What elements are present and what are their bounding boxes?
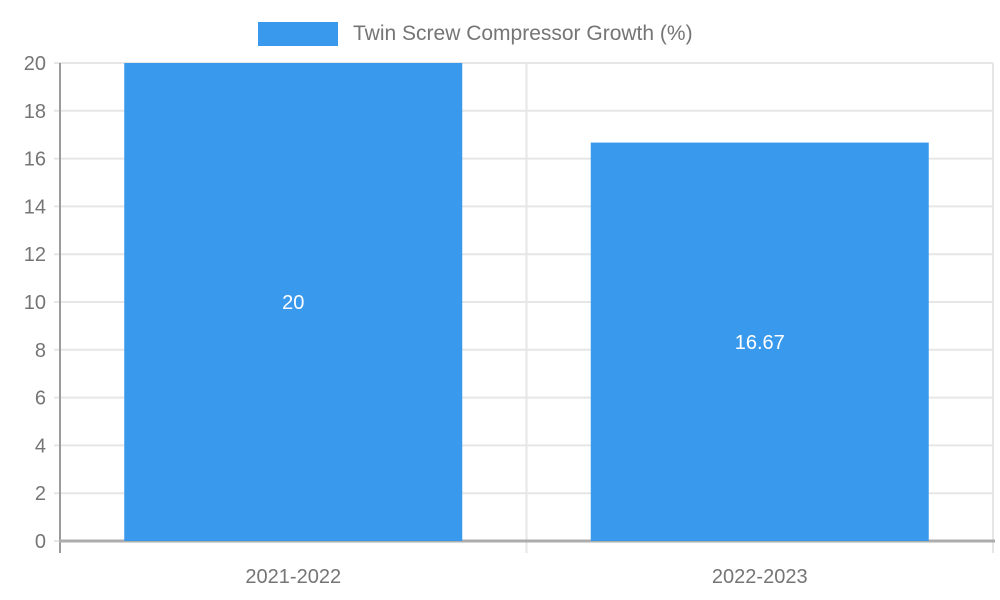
bar-value-label: 20 bbox=[282, 292, 304, 314]
y-axis-tick-label: 2 bbox=[35, 483, 46, 505]
y-axis-tick-label: 18 bbox=[24, 101, 46, 123]
y-axis-tick-label: 16 bbox=[24, 149, 46, 171]
legend-label: Twin Screw Compressor Growth (%) bbox=[353, 22, 693, 45]
y-axis-tick-label: 8 bbox=[35, 340, 46, 362]
y-axis-tick-label: 4 bbox=[35, 435, 46, 457]
legend-swatch bbox=[258, 22, 338, 46]
bar-value-label: 16.67 bbox=[735, 332, 785, 354]
y-axis-tick-label: 0 bbox=[35, 531, 46, 553]
y-axis-tick-label: 10 bbox=[24, 292, 46, 314]
chart-legend[interactable]: Twin Screw Compressor Growth (%) bbox=[258, 22, 693, 46]
y-axis-tick-label: 12 bbox=[24, 244, 46, 266]
x-axis-category-label: 2022-2023 bbox=[712, 566, 808, 588]
bar[interactable] bbox=[124, 63, 463, 541]
y-axis-tick-label: 6 bbox=[35, 388, 46, 410]
x-axis-category-label: 2021-2022 bbox=[245, 566, 341, 588]
y-axis-tick-label: 20 bbox=[24, 53, 46, 75]
y-axis-tick-label: 14 bbox=[24, 196, 46, 218]
bar[interactable] bbox=[590, 142, 929, 541]
